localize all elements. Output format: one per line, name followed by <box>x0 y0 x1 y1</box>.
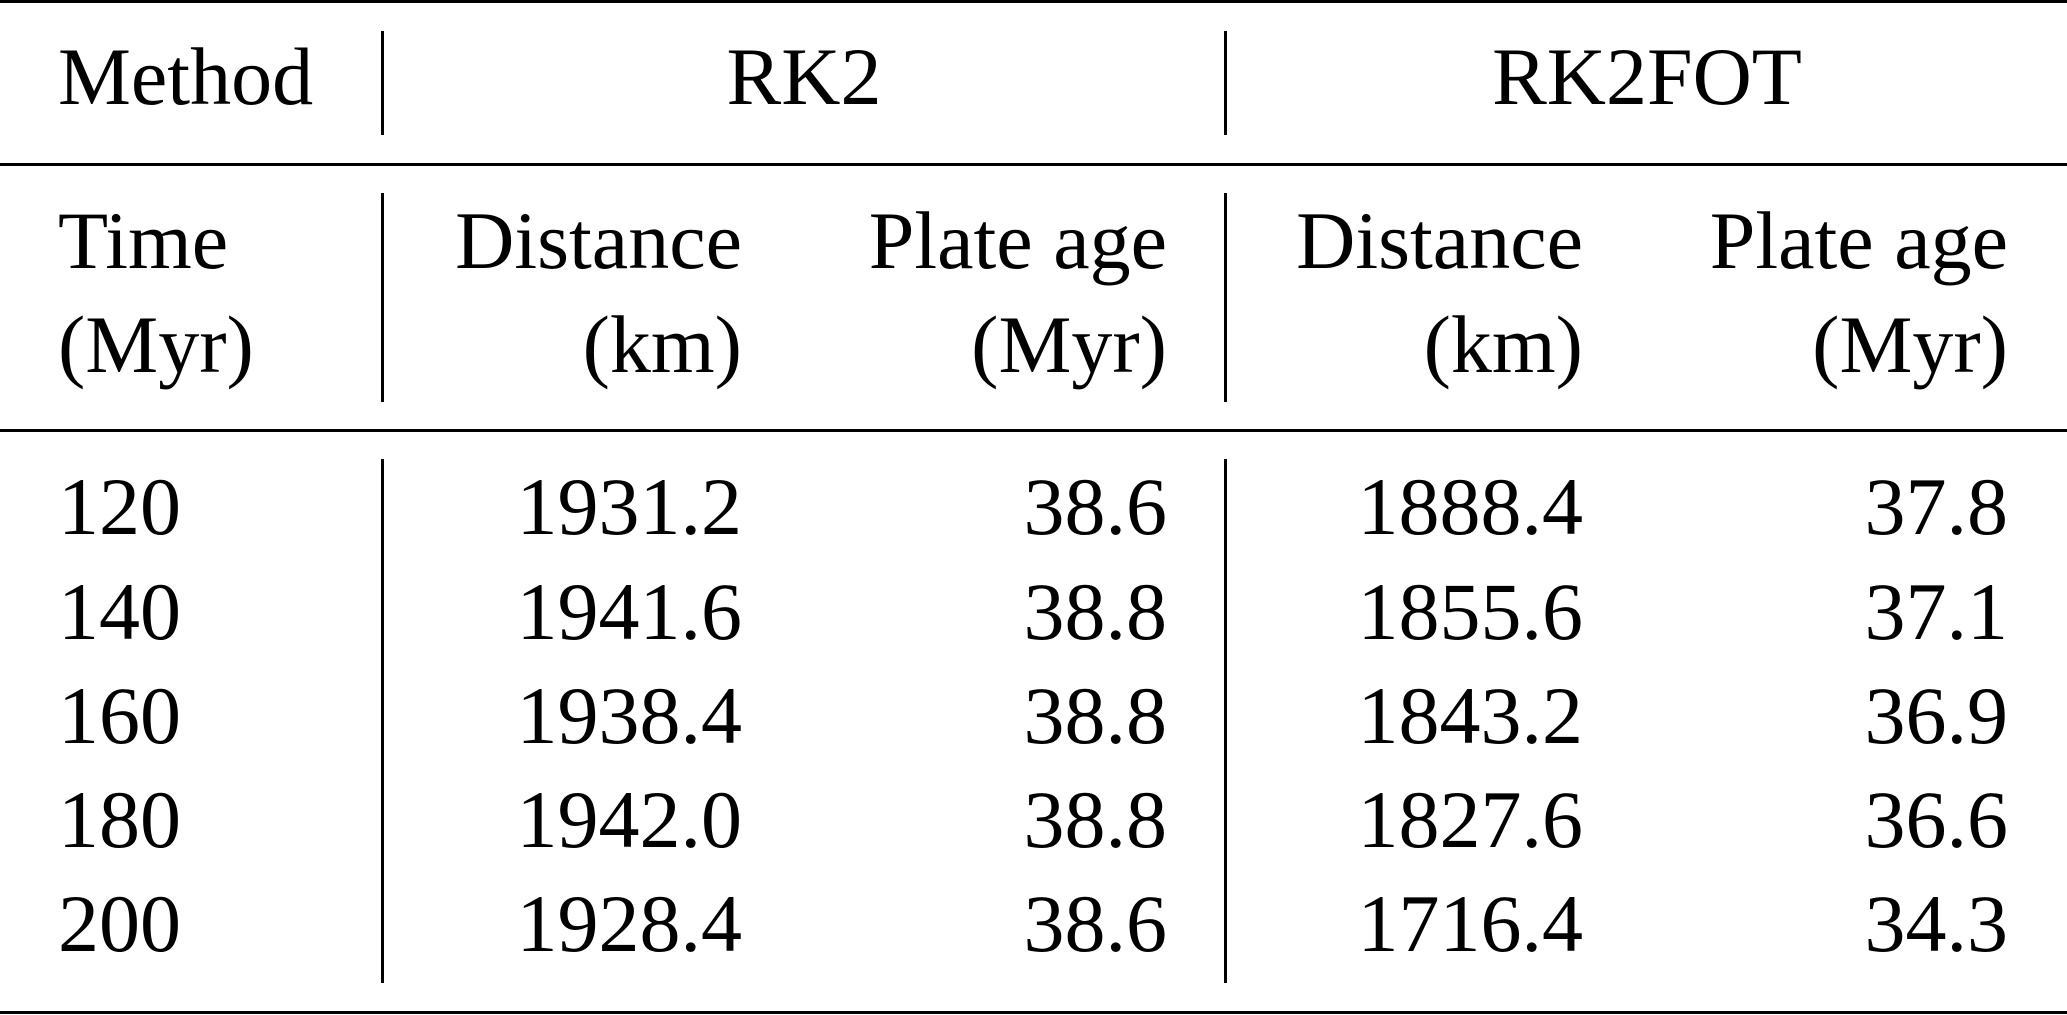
subheader-rk2-distance-line1: Distance <box>455 195 742 286</box>
cell-rk2-distance: 1928.4 <box>516 878 743 969</box>
subheader-fot-plate-age-line2: (Myr) <box>1812 299 2008 390</box>
cell-rk2-distance: 1931.2 <box>516 461 743 552</box>
header-group-rk2fot: RK2FOT <box>1492 31 1802 122</box>
cell-fot-age: 37.8 <box>1864 461 2009 552</box>
subheader-time-line2: (Myr) <box>58 299 254 390</box>
cell-fot-distance: 1827.6 <box>1357 774 1584 865</box>
cell-rk2-age: 38.8 <box>1023 670 1168 761</box>
bottom-rule <box>0 1011 2067 1014</box>
subheader-fot-plate-age: Plate age (Myr) <box>1640 189 2008 397</box>
cell-time: 180 <box>58 774 181 865</box>
cell-fot-age: 34.3 <box>1864 878 2009 969</box>
cell-time: 200 <box>58 878 181 969</box>
cell-rk2-age: 38.6 <box>1023 461 1168 552</box>
header-group-rk2: RK2 <box>726 31 882 122</box>
separator-sub-2 <box>1224 193 1227 402</box>
subheader-fot-distance-line2: (km) <box>1423 299 1583 390</box>
cell-fot-distance: 1888.4 <box>1357 461 1584 552</box>
cell-fot-age: 36.6 <box>1864 774 2009 865</box>
subheader-time-line1: Time <box>58 195 229 286</box>
subheader-rule <box>0 429 2067 432</box>
header-method: Method <box>58 31 314 122</box>
cell-rk2-distance: 1941.6 <box>516 566 743 657</box>
subheader-rk2-plate-age: Plate age (Myr) <box>800 189 1167 397</box>
subheader-rk2-plate-age-line2: (Myr) <box>971 299 1167 390</box>
cell-fot-age: 37.1 <box>1864 566 2009 657</box>
subheader-fot-distance: Distance (km) <box>1240 189 1583 397</box>
cell-fot-distance: 1855.6 <box>1357 566 1584 657</box>
separator-body-1 <box>381 459 384 983</box>
top-rule <box>0 0 2067 3</box>
subheader-fot-distance-line1: Distance <box>1296 195 1583 286</box>
cell-rk2-distance: 1938.4 <box>516 670 743 761</box>
cell-fot-distance: 1716.4 <box>1357 878 1584 969</box>
separator-top-1 <box>381 31 384 135</box>
subheader-rk2-distance: Distance (km) <box>400 189 742 397</box>
cell-fot-age: 36.9 <box>1864 670 2009 761</box>
separator-top-2 <box>1224 31 1227 135</box>
cell-rk2-age: 38.8 <box>1023 566 1168 657</box>
cell-fot-distance: 1843.2 <box>1357 670 1584 761</box>
cell-rk2-distance: 1942.0 <box>516 774 743 865</box>
separator-body-2 <box>1224 459 1227 983</box>
cell-time: 120 <box>58 461 181 552</box>
subheader-fot-plate-age-line1: Plate age <box>1709 195 2008 286</box>
cell-time: 160 <box>58 670 181 761</box>
cell-rk2-age: 38.6 <box>1023 878 1168 969</box>
cell-rk2-age: 38.8 <box>1023 774 1168 865</box>
cell-time: 140 <box>58 566 181 657</box>
subheader-time: Time (Myr) <box>58 189 254 397</box>
header-rule <box>0 163 2067 166</box>
subheader-rk2-plate-age-line1: Plate age <box>868 195 1167 286</box>
separator-sub-1 <box>381 193 384 402</box>
subheader-rk2-distance-line2: (km) <box>582 299 742 390</box>
